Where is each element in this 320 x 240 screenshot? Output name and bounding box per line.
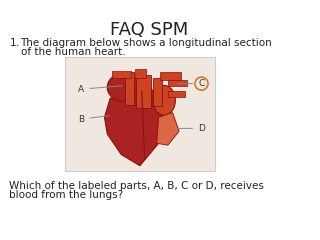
Bar (136, 75, 151, 108)
Ellipse shape (107, 73, 139, 101)
Polygon shape (157, 113, 179, 145)
Bar (153, 78, 162, 106)
Text: The diagram below shows a longitudinal section: The diagram below shows a longitudinal s… (20, 38, 272, 48)
Polygon shape (104, 87, 168, 166)
Text: C: C (178, 79, 204, 88)
Bar (112, 71, 131, 78)
Bar (168, 80, 187, 86)
Text: A: A (78, 85, 122, 94)
Bar (168, 91, 185, 97)
Text: FAQ SPM: FAQ SPM (110, 21, 188, 39)
Text: blood from the lungs?: blood from the lungs? (9, 190, 124, 200)
Bar (160, 72, 181, 80)
Text: 1.: 1. (9, 38, 19, 48)
Text: D: D (175, 124, 205, 133)
Bar (125, 72, 134, 105)
Text: B: B (78, 114, 109, 124)
Bar (65, 57, 214, 171)
Ellipse shape (153, 85, 175, 115)
Text: of the human heart.: of the human heart. (20, 47, 125, 57)
Text: Which of the labeled parts, A, B, C or D, receives: Which of the labeled parts, A, B, C or D… (9, 181, 264, 191)
Bar (135, 69, 147, 78)
